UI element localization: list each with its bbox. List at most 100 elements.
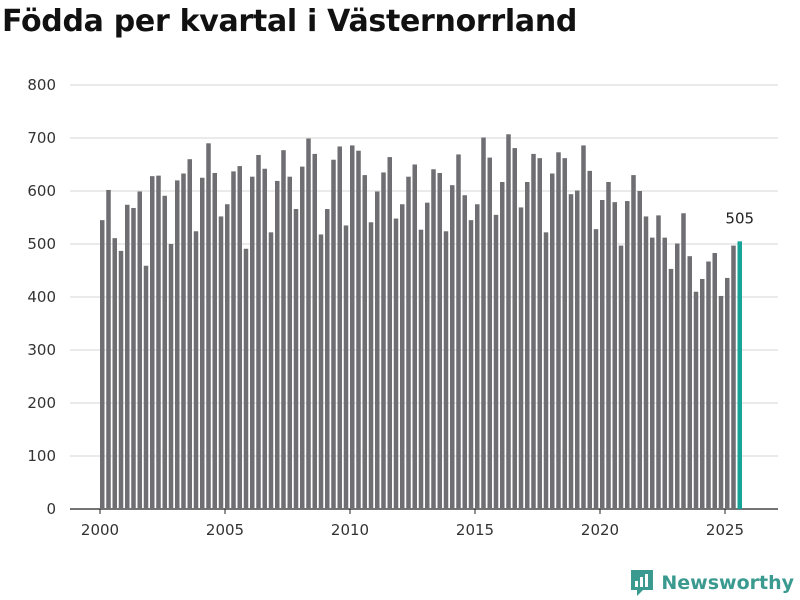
- bar: [606, 181, 611, 510]
- y-tick-label: 400: [27, 288, 56, 306]
- bar: [437, 172, 442, 510]
- y-tick-label: 300: [27, 341, 56, 359]
- bar: [237, 166, 242, 509]
- bar: [368, 222, 374, 509]
- brand-name: Newsworthy: [661, 572, 794, 594]
- bar: [625, 201, 630, 509]
- bar: [156, 175, 161, 509]
- bar: [556, 152, 561, 509]
- x-axis-ticks: 2000 2005 2010 2015 2020 2025: [81, 509, 744, 539]
- chart-title: Födda per kvartal i Västernorrland: [2, 4, 578, 39]
- bar: [168, 244, 174, 509]
- bar: [356, 150, 361, 509]
- bar: [381, 172, 386, 509]
- bar: [187, 159, 192, 509]
- bar: [193, 231, 199, 509]
- bar: [375, 191, 380, 509]
- bar: [506, 134, 511, 510]
- y-axis-ticks: 0 100 200 300 400 500 600 700 800: [27, 76, 56, 518]
- bar: [337, 146, 342, 510]
- bars: [100, 134, 742, 510]
- bar: [181, 173, 186, 509]
- y-tick-label: 500: [27, 235, 56, 253]
- bar: [150, 176, 155, 509]
- bar: [400, 204, 405, 509]
- bar: [256, 154, 261, 509]
- bar: [162, 195, 167, 509]
- bar: [268, 232, 274, 509]
- bar: [250, 176, 255, 509]
- bar: [662, 237, 667, 509]
- bar: [281, 150, 286, 509]
- bar: [450, 185, 455, 510]
- bar: [218, 216, 224, 509]
- bar: [275, 180, 280, 509]
- bar: [643, 216, 649, 509]
- bar: [650, 237, 655, 509]
- bar: [475, 204, 480, 509]
- bar: [425, 202, 430, 509]
- bar: [581, 145, 586, 510]
- bar: [443, 231, 449, 509]
- bar: [518, 207, 524, 509]
- x-tick-label: 2000: [81, 521, 119, 539]
- bar: [568, 194, 574, 509]
- bar: [562, 158, 567, 509]
- bar: [456, 154, 461, 509]
- y-tick-label: 700: [27, 129, 56, 147]
- bar: [462, 195, 467, 510]
- bar: [493, 214, 499, 509]
- bar: [287, 176, 292, 509]
- bar: [225, 204, 230, 509]
- data-labels: 505: [725, 209, 754, 227]
- bar: [600, 200, 605, 509]
- newsworthy-logo-icon: [631, 570, 654, 596]
- bar: [112, 238, 117, 510]
- bar: [718, 295, 724, 509]
- bar: [612, 202, 617, 509]
- bar: [637, 191, 642, 509]
- bar: [631, 175, 636, 509]
- bar: [431, 169, 436, 509]
- bar: [231, 171, 236, 509]
- bar: [412, 164, 417, 509]
- bar: [100, 220, 105, 509]
- x-tick-label: 2020: [581, 521, 619, 539]
- bar: [500, 181, 505, 510]
- y-tick-label: 100: [27, 447, 56, 465]
- bar: [550, 173, 555, 509]
- bar: [143, 265, 149, 509]
- bar: [118, 250, 124, 509]
- x-tick-label: 2025: [706, 521, 744, 539]
- bar: [656, 215, 661, 509]
- bar: [468, 220, 474, 509]
- bar: [675, 243, 680, 509]
- bar: [125, 204, 130, 509]
- y-tick-label: 200: [27, 394, 56, 412]
- bar: [575, 190, 580, 509]
- bar: [731, 245, 736, 509]
- bar: [712, 253, 717, 509]
- bar: [206, 143, 211, 510]
- bar: [543, 232, 549, 509]
- bar: [618, 245, 624, 509]
- x-tick-label: 2010: [331, 521, 369, 539]
- bar: [262, 168, 267, 510]
- bar: [418, 229, 424, 509]
- y-tick-label: 800: [27, 76, 56, 94]
- bar: [725, 277, 730, 509]
- bar: [318, 234, 324, 509]
- bar: [312, 153, 317, 509]
- bar: [587, 170, 592, 510]
- bar: [681, 213, 686, 509]
- bar-highlighted: [737, 241, 742, 509]
- bar: [687, 256, 692, 509]
- bar: [131, 207, 136, 509]
- bar: [306, 138, 311, 509]
- bar: [325, 209, 330, 509]
- bar: [175, 180, 180, 509]
- bar: [406, 176, 411, 509]
- x-tick-label: 2005: [206, 521, 244, 539]
- bar: [362, 175, 367, 509]
